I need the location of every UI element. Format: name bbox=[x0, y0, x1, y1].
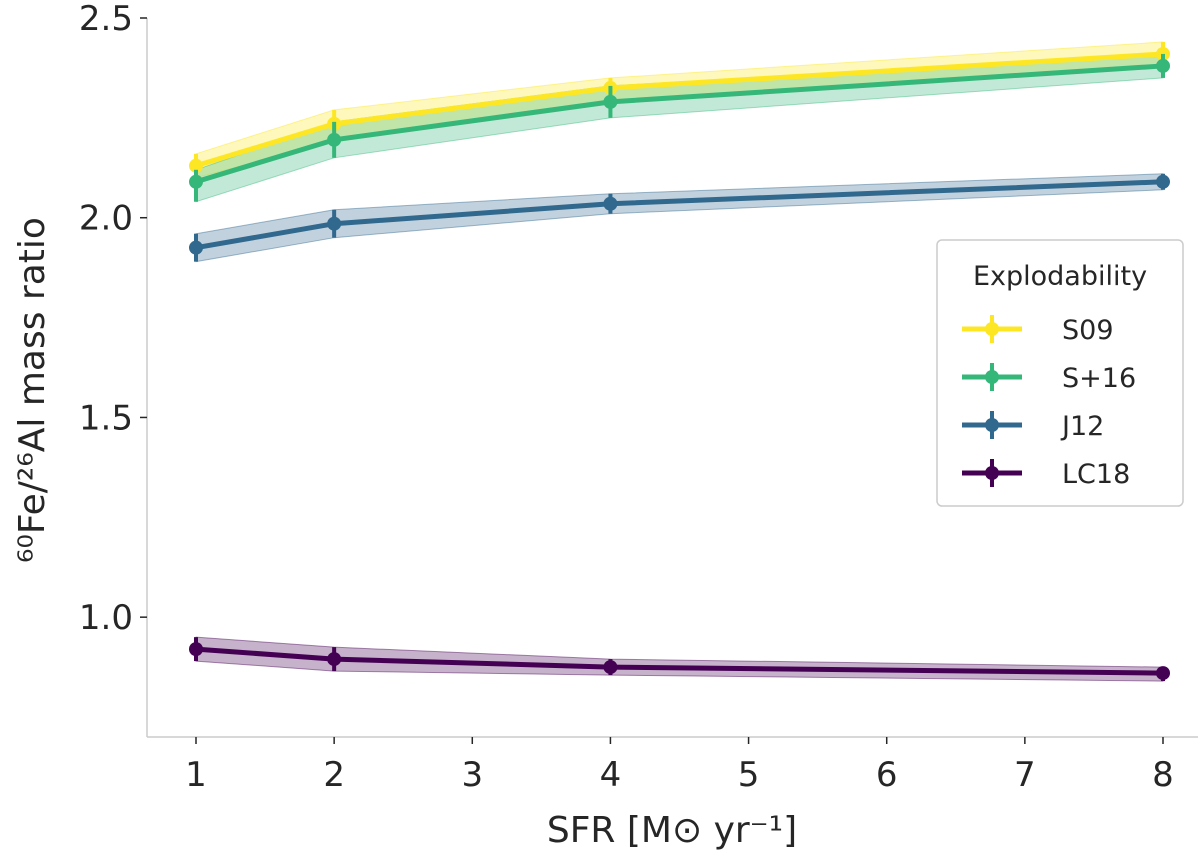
line-s09 bbox=[195, 51, 1164, 169]
x-tick-label: 8 bbox=[1152, 755, 1174, 795]
x-tick-label: 4 bbox=[600, 755, 622, 795]
y-tick-label: 1.5 bbox=[79, 398, 133, 438]
point-j12 bbox=[1156, 174, 1170, 189]
y-tick-label: 1.0 bbox=[79, 598, 133, 638]
point-s-16 bbox=[327, 132, 342, 147]
point-s-16 bbox=[189, 174, 203, 189]
x-tick-label: 3 bbox=[461, 755, 483, 795]
x-ticks: 1 2 3 4 5 6 7 8 bbox=[185, 737, 1174, 795]
y-ticks: 1.0 1.5 2.0 2.5 bbox=[79, 0, 147, 638]
y-tick-label: 2.0 bbox=[79, 199, 133, 239]
x-tick-label: 6 bbox=[876, 755, 898, 795]
line-s-16 bbox=[195, 63, 1164, 185]
x-tick-label: 7 bbox=[1014, 755, 1036, 795]
legend-item-j12: J12 bbox=[962, 411, 1104, 442]
point-lc18 bbox=[189, 642, 203, 657]
point-j12 bbox=[603, 196, 618, 211]
legend-items: S09 S+16 J12 LC18 bbox=[962, 315, 1136, 490]
legend-label-s-16: S+16 bbox=[1062, 363, 1136, 394]
y-axis-label: ⁶⁰Fe/²⁶Al mass ratio bbox=[12, 217, 53, 563]
point-lc18 bbox=[603, 660, 618, 675]
x-tick-label: 1 bbox=[185, 755, 207, 795]
point-s09 bbox=[189, 158, 203, 173]
legend-label-j12: J12 bbox=[1060, 411, 1104, 442]
x-axis-label: SFR [M⊙ yr⁻¹] bbox=[547, 810, 797, 851]
series-points bbox=[189, 41, 1170, 682]
point-j12 bbox=[189, 240, 203, 255]
point-lc18 bbox=[327, 652, 342, 667]
line-j12 bbox=[195, 179, 1164, 251]
legend-item-lc18: LC18 bbox=[962, 459, 1130, 490]
y-tick-label: 2.5 bbox=[79, 0, 133, 39]
point-s-16 bbox=[1156, 58, 1170, 73]
legend-label-s09: S09 bbox=[1062, 315, 1114, 346]
line-lc18 bbox=[195, 646, 1164, 676]
legend-title: Explodability bbox=[973, 261, 1147, 292]
point-j12 bbox=[327, 216, 342, 231]
point-s-16 bbox=[603, 94, 618, 109]
x-tick-label: 2 bbox=[323, 755, 345, 795]
series-lines bbox=[195, 51, 1164, 676]
legend: Explodability S09 S+16 J12 LC18 bbox=[936, 239, 1184, 507]
point-lc18 bbox=[1156, 666, 1170, 681]
legend-label-lc18: LC18 bbox=[1062, 459, 1130, 490]
legend-item-s-16: S+16 bbox=[962, 363, 1136, 394]
legend-marker-lc18 bbox=[985, 466, 999, 480]
legend-box bbox=[936, 239, 1184, 507]
legend-item-s09: S09 bbox=[962, 315, 1114, 346]
legend-marker-s-16 bbox=[985, 370, 999, 384]
x-tick-label: 5 bbox=[738, 755, 760, 795]
legend-marker-s09 bbox=[985, 322, 999, 336]
legend-marker-j12 bbox=[985, 418, 999, 432]
